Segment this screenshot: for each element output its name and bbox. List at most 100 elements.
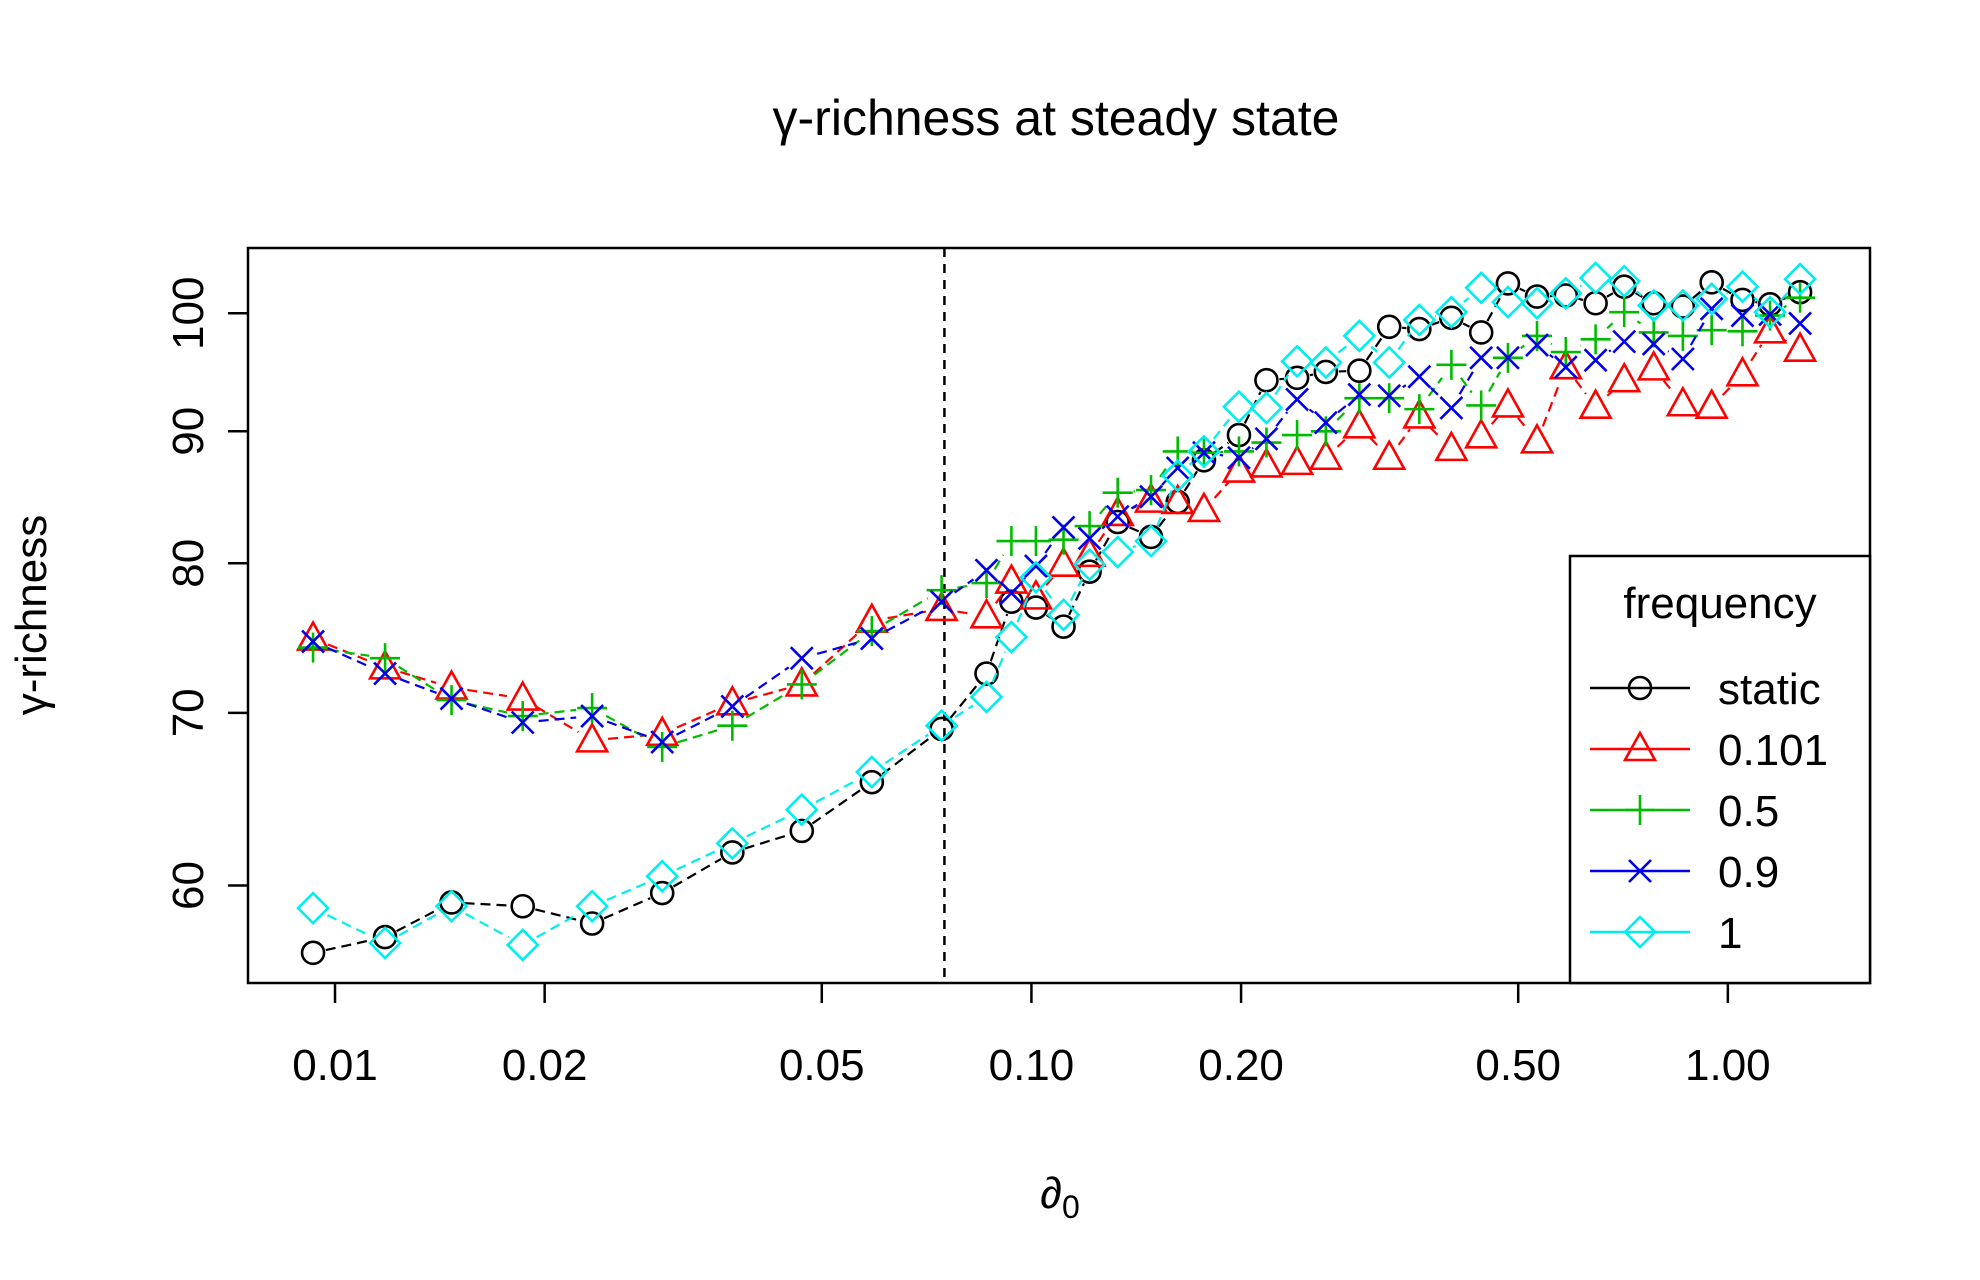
data-point: [1100, 535, 1135, 569]
data-point: [1344, 383, 1375, 414]
series-line-segment: [885, 608, 928, 633]
data-point: [370, 643, 401, 674]
series-line-segment: [1402, 384, 1407, 389]
series-line-segment: [997, 580, 1001, 584]
data-point: [1105, 504, 1130, 529]
series-line-segment: [813, 639, 860, 676]
data-point: [1524, 284, 1550, 309]
legend-label: 0.101: [1718, 726, 1828, 775]
series-line-segment: [676, 708, 719, 729]
data-point: [1072, 536, 1107, 568]
data-point: [1785, 282, 1816, 313]
series-line-segment: [1549, 353, 1554, 359]
series-line-segment: [672, 857, 722, 888]
series-line-segment: [1427, 377, 1443, 397]
data-point: [1665, 385, 1701, 417]
data-point: [434, 889, 469, 924]
data-point: [1495, 271, 1521, 296]
series-line-segment: [1212, 418, 1230, 440]
series-line-segment: [744, 833, 790, 850]
legend-item-1: 1: [1590, 909, 1742, 958]
data-point: [1699, 270, 1724, 295]
series-line-segment: [538, 708, 577, 716]
data-point: [439, 890, 464, 915]
data-point: [1221, 451, 1257, 483]
series-line-segment: [1608, 349, 1612, 353]
data-point: [929, 716, 954, 742]
data-point: [1550, 337, 1581, 368]
series-line-segment: [606, 720, 648, 738]
series-line-segment: [1753, 296, 1760, 303]
legend-label: 0.9: [1718, 848, 1779, 897]
data-point: [1072, 547, 1107, 582]
x-tick-label: 0.01: [292, 1041, 378, 1090]
series-line-segment: [1662, 380, 1674, 393]
series-line-segment: [1635, 290, 1643, 297]
series-line-segment: [811, 788, 862, 825]
series-line-segment: [1213, 481, 1230, 499]
data-point: [1788, 311, 1812, 336]
data-point: [1376, 314, 1402, 340]
data-point: [1548, 348, 1584, 380]
series-line-segment: [954, 704, 974, 719]
series-line-segment: [1459, 377, 1473, 394]
data-point: [1249, 391, 1284, 425]
data-point: [1223, 436, 1254, 467]
data-point: [1227, 445, 1251, 470]
series-line-segment: [535, 908, 580, 922]
data-point: [784, 792, 819, 827]
data-point: [1309, 345, 1343, 380]
data-point: [1752, 312, 1788, 344]
series-line-segment: [1429, 427, 1441, 439]
data-point: [505, 928, 540, 962]
data-point: [1134, 524, 1168, 558]
series-line-segment: [1308, 408, 1315, 414]
data-point: [1583, 290, 1608, 316]
data-point: [1636, 349, 1671, 381]
data-point: [1187, 434, 1221, 469]
data-point: [1694, 281, 1729, 316]
x-tick-label: 0.50: [1475, 1041, 1561, 1090]
series-line-segment: [398, 913, 439, 937]
data-point: [1254, 426, 1279, 451]
series-line-segment: [957, 610, 971, 615]
data-point: [1782, 331, 1818, 363]
data-point: [1374, 383, 1405, 414]
data-point: [1439, 395, 1464, 420]
series-line-segment: [1129, 526, 1140, 533]
y-tick-label: 60: [164, 861, 213, 910]
series-line-segment: [1365, 336, 1383, 361]
series-line-segment: [1490, 416, 1499, 425]
data-point: [1496, 345, 1520, 370]
data-point: [859, 769, 885, 795]
data-point: [1434, 430, 1469, 462]
series-line-segment: [1750, 344, 1763, 362]
series-line-segment: [1132, 545, 1137, 549]
data-point: [1282, 420, 1313, 451]
series-1: [296, 261, 1817, 962]
series-line-segment: [1541, 381, 1562, 427]
data-point: [373, 661, 397, 686]
series-line-segment: [885, 597, 929, 624]
y-axis: 60 70 80 90 100: [164, 277, 248, 910]
series-line-segment: [396, 907, 441, 933]
data-point: [1077, 559, 1102, 584]
data-point: [368, 926, 402, 960]
series-line-segment: [881, 735, 932, 776]
data-point: [1407, 364, 1432, 389]
data-point: [994, 620, 1029, 654]
series-line-segment: [1458, 371, 1474, 395]
series-line-segment: [1370, 345, 1378, 353]
data-point: [1753, 295, 1787, 329]
series-line-segment: [1397, 332, 1411, 351]
series-line-segment: [957, 584, 971, 589]
data-point: [1046, 545, 1081, 577]
data-point: [1342, 319, 1377, 353]
series-line-segment: [606, 881, 648, 901]
series-line-segment: [1044, 539, 1056, 554]
series-line-segment: [538, 716, 577, 723]
x-tick-label: 1.00: [1685, 1041, 1771, 1090]
plot-area: [295, 248, 1818, 983]
x-axis-label: ∂0: [1040, 1169, 1080, 1225]
x-tick-label: 0.05: [779, 1041, 865, 1090]
